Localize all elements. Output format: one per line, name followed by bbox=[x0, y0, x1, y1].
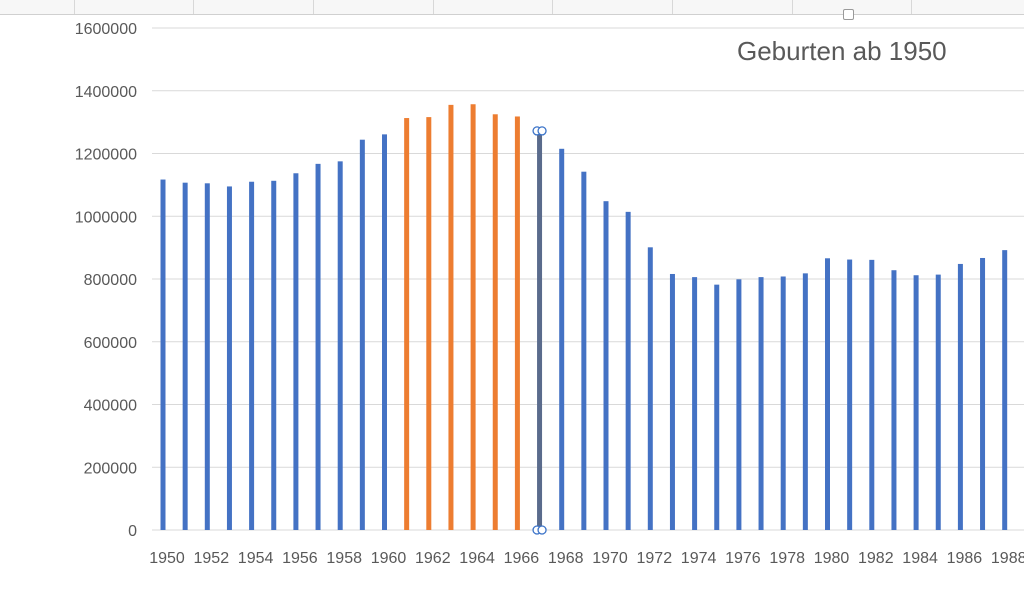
bar-1985[interactable] bbox=[935, 274, 941, 530]
x-tick-label: 1952 bbox=[194, 550, 230, 567]
bar-1953[interactable] bbox=[226, 186, 232, 530]
bar-1982[interactable] bbox=[869, 259, 875, 530]
y-tick-label: 1400000 bbox=[75, 84, 137, 101]
bar-1964[interactable] bbox=[470, 104, 476, 531]
bar-1972[interactable] bbox=[647, 247, 653, 530]
column-divider bbox=[672, 0, 673, 14]
bar-1983[interactable] bbox=[891, 270, 897, 530]
x-tick-label: 1982 bbox=[858, 550, 894, 567]
x-tick-label: 1964 bbox=[459, 550, 495, 567]
bar-1956[interactable] bbox=[293, 173, 299, 531]
x-axis: 1950 1952 1954 1956 1958 1960 1962 1964 1966 1968… bbox=[149, 550, 1024, 567]
selection-handle[interactable] bbox=[537, 126, 547, 136]
bar-1969[interactable] bbox=[581, 171, 587, 530]
x-tick-label: 1968 bbox=[548, 550, 584, 567]
x-tick-label: 1960 bbox=[371, 550, 407, 567]
bar-1950[interactable] bbox=[160, 179, 166, 530]
x-tick-label: 1984 bbox=[902, 550, 938, 567]
bar-1975[interactable] bbox=[714, 284, 720, 530]
bar-1957[interactable] bbox=[315, 163, 321, 530]
selection-handle[interactable] bbox=[537, 525, 547, 535]
bar-series[interactable] bbox=[160, 104, 1008, 531]
bar-1954[interactable] bbox=[249, 181, 255, 531]
x-tick-label: 1958 bbox=[326, 550, 362, 567]
bar-1952[interactable] bbox=[204, 183, 210, 530]
chart-title[interactable]: Geburten ab 1950 bbox=[737, 36, 947, 66]
x-tick-label: 1966 bbox=[504, 550, 540, 567]
bar-1970[interactable] bbox=[603, 201, 609, 530]
bar-1987[interactable] bbox=[980, 257, 986, 530]
x-tick-label: 1976 bbox=[725, 550, 761, 567]
y-tick-label: 800000 bbox=[84, 272, 137, 289]
bar-1961[interactable] bbox=[404, 118, 410, 530]
column-divider bbox=[74, 0, 75, 14]
y-axis: 0 200000 400000 600000 800000 1000000 1200000 1… bbox=[75, 21, 137, 540]
column-divider bbox=[911, 0, 912, 14]
bar-1978[interactable] bbox=[780, 276, 786, 530]
x-tick-label: 1950 bbox=[149, 550, 185, 567]
bar-1979[interactable] bbox=[802, 273, 808, 530]
bar-1980[interactable] bbox=[825, 258, 830, 530]
column-divider bbox=[313, 0, 314, 14]
x-tick-label: 1970 bbox=[592, 550, 628, 567]
y-tick-label: 200000 bbox=[84, 460, 137, 477]
bar-1977[interactable] bbox=[758, 277, 764, 530]
x-tick-label: 1974 bbox=[681, 550, 717, 567]
column-divider bbox=[433, 0, 434, 14]
bar-1963[interactable] bbox=[448, 104, 454, 531]
y-tick-label: 0 bbox=[128, 523, 137, 540]
x-tick-label: 1986 bbox=[947, 550, 983, 567]
bar-1984[interactable] bbox=[913, 275, 919, 530]
y-tick-label: 1000000 bbox=[75, 209, 137, 226]
bar-1960[interactable] bbox=[382, 134, 387, 530]
x-tick-label: 1972 bbox=[637, 550, 673, 567]
bar-1958[interactable] bbox=[337, 161, 343, 530]
bar-1973[interactable] bbox=[669, 273, 675, 530]
x-tick-label: 1956 bbox=[282, 550, 318, 567]
x-tick-label: 1978 bbox=[769, 550, 805, 567]
x-tick-label: 1988 bbox=[991, 550, 1024, 567]
bar-1962[interactable] bbox=[426, 117, 432, 530]
x-tick-label: 1980 bbox=[814, 550, 850, 567]
bar-1976[interactable] bbox=[736, 279, 742, 530]
y-tick-label: 1200000 bbox=[75, 147, 137, 164]
selection-handles[interactable] bbox=[532, 126, 547, 535]
x-tick-label: 1954 bbox=[238, 550, 274, 567]
bar-1968[interactable] bbox=[559, 148, 565, 530]
bar-1981[interactable] bbox=[847, 259, 853, 530]
bar-1959[interactable] bbox=[359, 139, 365, 530]
y-tick-label: 600000 bbox=[84, 335, 137, 352]
chart-resize-handle[interactable] bbox=[843, 9, 854, 20]
column-divider bbox=[193, 0, 194, 14]
bar-1955[interactable] bbox=[271, 180, 277, 530]
spreadsheet-column-strip bbox=[0, 0, 1024, 15]
bar-1988[interactable] bbox=[1002, 250, 1008, 530]
bar-1967[interactable] bbox=[537, 130, 543, 530]
x-tick-label: 1962 bbox=[415, 550, 451, 567]
bar-1966[interactable] bbox=[514, 116, 520, 530]
column-divider bbox=[792, 0, 793, 14]
bar-1974[interactable] bbox=[692, 277, 698, 530]
bar-1986[interactable] bbox=[957, 263, 963, 530]
y-tick-label: 1600000 bbox=[75, 21, 137, 38]
bar-1951[interactable] bbox=[182, 182, 188, 530]
column-divider bbox=[552, 0, 553, 14]
bar-1971[interactable] bbox=[625, 211, 631, 531]
bar-1965[interactable] bbox=[492, 114, 498, 530]
y-tick-label: 400000 bbox=[84, 398, 137, 415]
